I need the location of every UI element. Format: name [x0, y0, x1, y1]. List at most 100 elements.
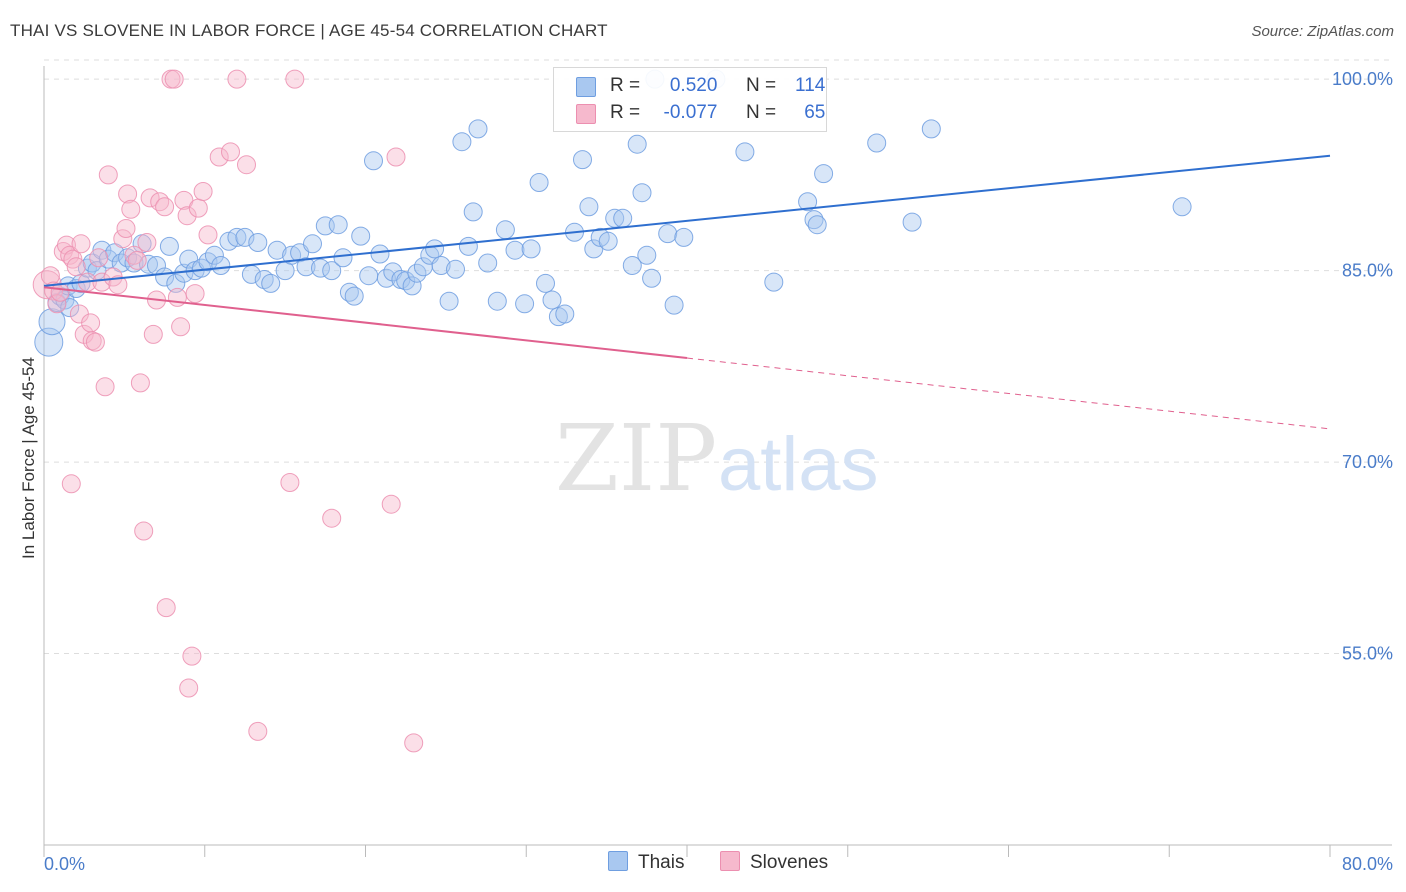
slovene-point	[82, 331, 102, 351]
slovene-point	[143, 324, 163, 344]
thai-point	[542, 290, 562, 310]
watermark-zip: ZIP	[555, 405, 717, 512]
thai-point	[159, 236, 179, 256]
slovene-point	[140, 188, 160, 208]
axes	[43, 66, 1392, 857]
slovene-point	[57, 235, 76, 255]
thai-point	[632, 183, 652, 203]
thais-r-label: R =	[610, 75, 641, 96]
slovene-point	[47, 294, 67, 314]
thais-trend-line	[43, 154, 1331, 287]
slovenes-r-label: R =	[610, 102, 641, 123]
thai-point	[166, 273, 186, 293]
grid-lines	[44, 59, 1392, 655]
y-tick-label: 85.0%	[1342, 261, 1393, 281]
thai-point	[425, 239, 445, 259]
thai-point	[627, 134, 647, 154]
thai-point	[359, 266, 379, 286]
thai-point	[814, 164, 834, 184]
slovene-point	[113, 229, 133, 249]
slovene-point	[164, 69, 184, 89]
thai-point	[487, 291, 507, 311]
thai-point	[735, 142, 755, 162]
thai-point	[303, 234, 322, 254]
thai-point	[227, 227, 247, 247]
slovene-point	[124, 245, 144, 265]
thai-point	[613, 208, 633, 228]
slovene-point	[179, 678, 199, 698]
slovene-point	[121, 199, 141, 219]
slovene-point	[118, 184, 138, 204]
thai-point	[235, 227, 255, 247]
watermark-atlas: atlas	[718, 422, 879, 507]
slovenes-r-value: -0.077	[663, 102, 718, 123]
slovene-point	[404, 733, 424, 753]
slovenes-trend-line-dashed	[686, 357, 1331, 430]
thai-point	[642, 268, 662, 288]
thai-point	[764, 272, 784, 292]
y-tick-label: 100.0%	[1332, 69, 1393, 89]
thai-point	[333, 248, 353, 268]
slovene-point	[221, 142, 240, 162]
thai-point	[495, 220, 515, 240]
slovenes-n-value: 65	[804, 102, 826, 123]
slovene-point	[193, 182, 213, 201]
thai-point	[311, 258, 330, 278]
thai-point	[555, 304, 575, 324]
thai-point	[478, 253, 498, 273]
x-tick-label-min: 0.0%	[44, 854, 85, 874]
thai-point	[370, 244, 390, 264]
thais-points	[34, 69, 1192, 357]
thai-point	[139, 254, 158, 274]
x-tick-label-max: 80.0%	[1342, 854, 1393, 874]
thai-point	[1172, 197, 1192, 217]
slovenes-swatch	[576, 104, 596, 124]
slovene-point	[155, 197, 175, 217]
thais-n-value: 114	[795, 75, 826, 96]
thai-point	[328, 215, 348, 235]
slovene-point	[285, 69, 305, 89]
slovene-point	[127, 250, 147, 270]
slovene-point	[81, 313, 101, 333]
slovene-point	[177, 206, 197, 226]
thai-point	[124, 253, 144, 273]
slovene-point	[134, 521, 154, 541]
slovene-point	[130, 373, 150, 393]
thai-point	[468, 119, 488, 139]
thai-point	[622, 256, 642, 275]
slovene-point	[71, 234, 91, 254]
slovene-point	[40, 266, 60, 286]
thai-point	[351, 226, 371, 246]
thai-point	[261, 273, 281, 293]
slovene-point	[237, 155, 256, 175]
thai-point	[674, 227, 694, 247]
thai-point	[248, 233, 268, 252]
thai-point	[921, 119, 941, 139]
slovene-point	[92, 272, 112, 292]
bottom-legend-thais[interactable]: Thais	[608, 851, 684, 874]
thais-r-value: 0.520	[669, 75, 718, 96]
thai-point	[658, 224, 678, 244]
slovene-point	[61, 474, 81, 494]
slovene-point	[185, 284, 205, 304]
thai-point	[296, 257, 316, 277]
bottom-legend-slovenes[interactable]: Slovenes	[720, 851, 828, 874]
thai-point	[463, 202, 483, 222]
slovene-point	[381, 494, 401, 514]
slovene-point	[137, 233, 157, 252]
watermark: ZIP atlas	[555, 405, 879, 512]
slovenes-points	[32, 69, 424, 753]
thais-swatch	[576, 77, 596, 97]
slovene-point	[198, 225, 218, 245]
y-tick-label: 55.0%	[1342, 644, 1393, 664]
thai-point	[598, 231, 618, 251]
thai-point	[458, 236, 478, 256]
y-axis-label: In Labor Force | Age 45-54	[19, 357, 38, 559]
slovene-point	[386, 147, 406, 167]
thai-point	[322, 261, 342, 281]
thai-point	[364, 151, 383, 171]
slovene-point	[66, 257, 86, 277]
thai-point	[798, 192, 818, 212]
slovene-point	[182, 646, 202, 666]
slovene-point	[248, 721, 268, 741]
